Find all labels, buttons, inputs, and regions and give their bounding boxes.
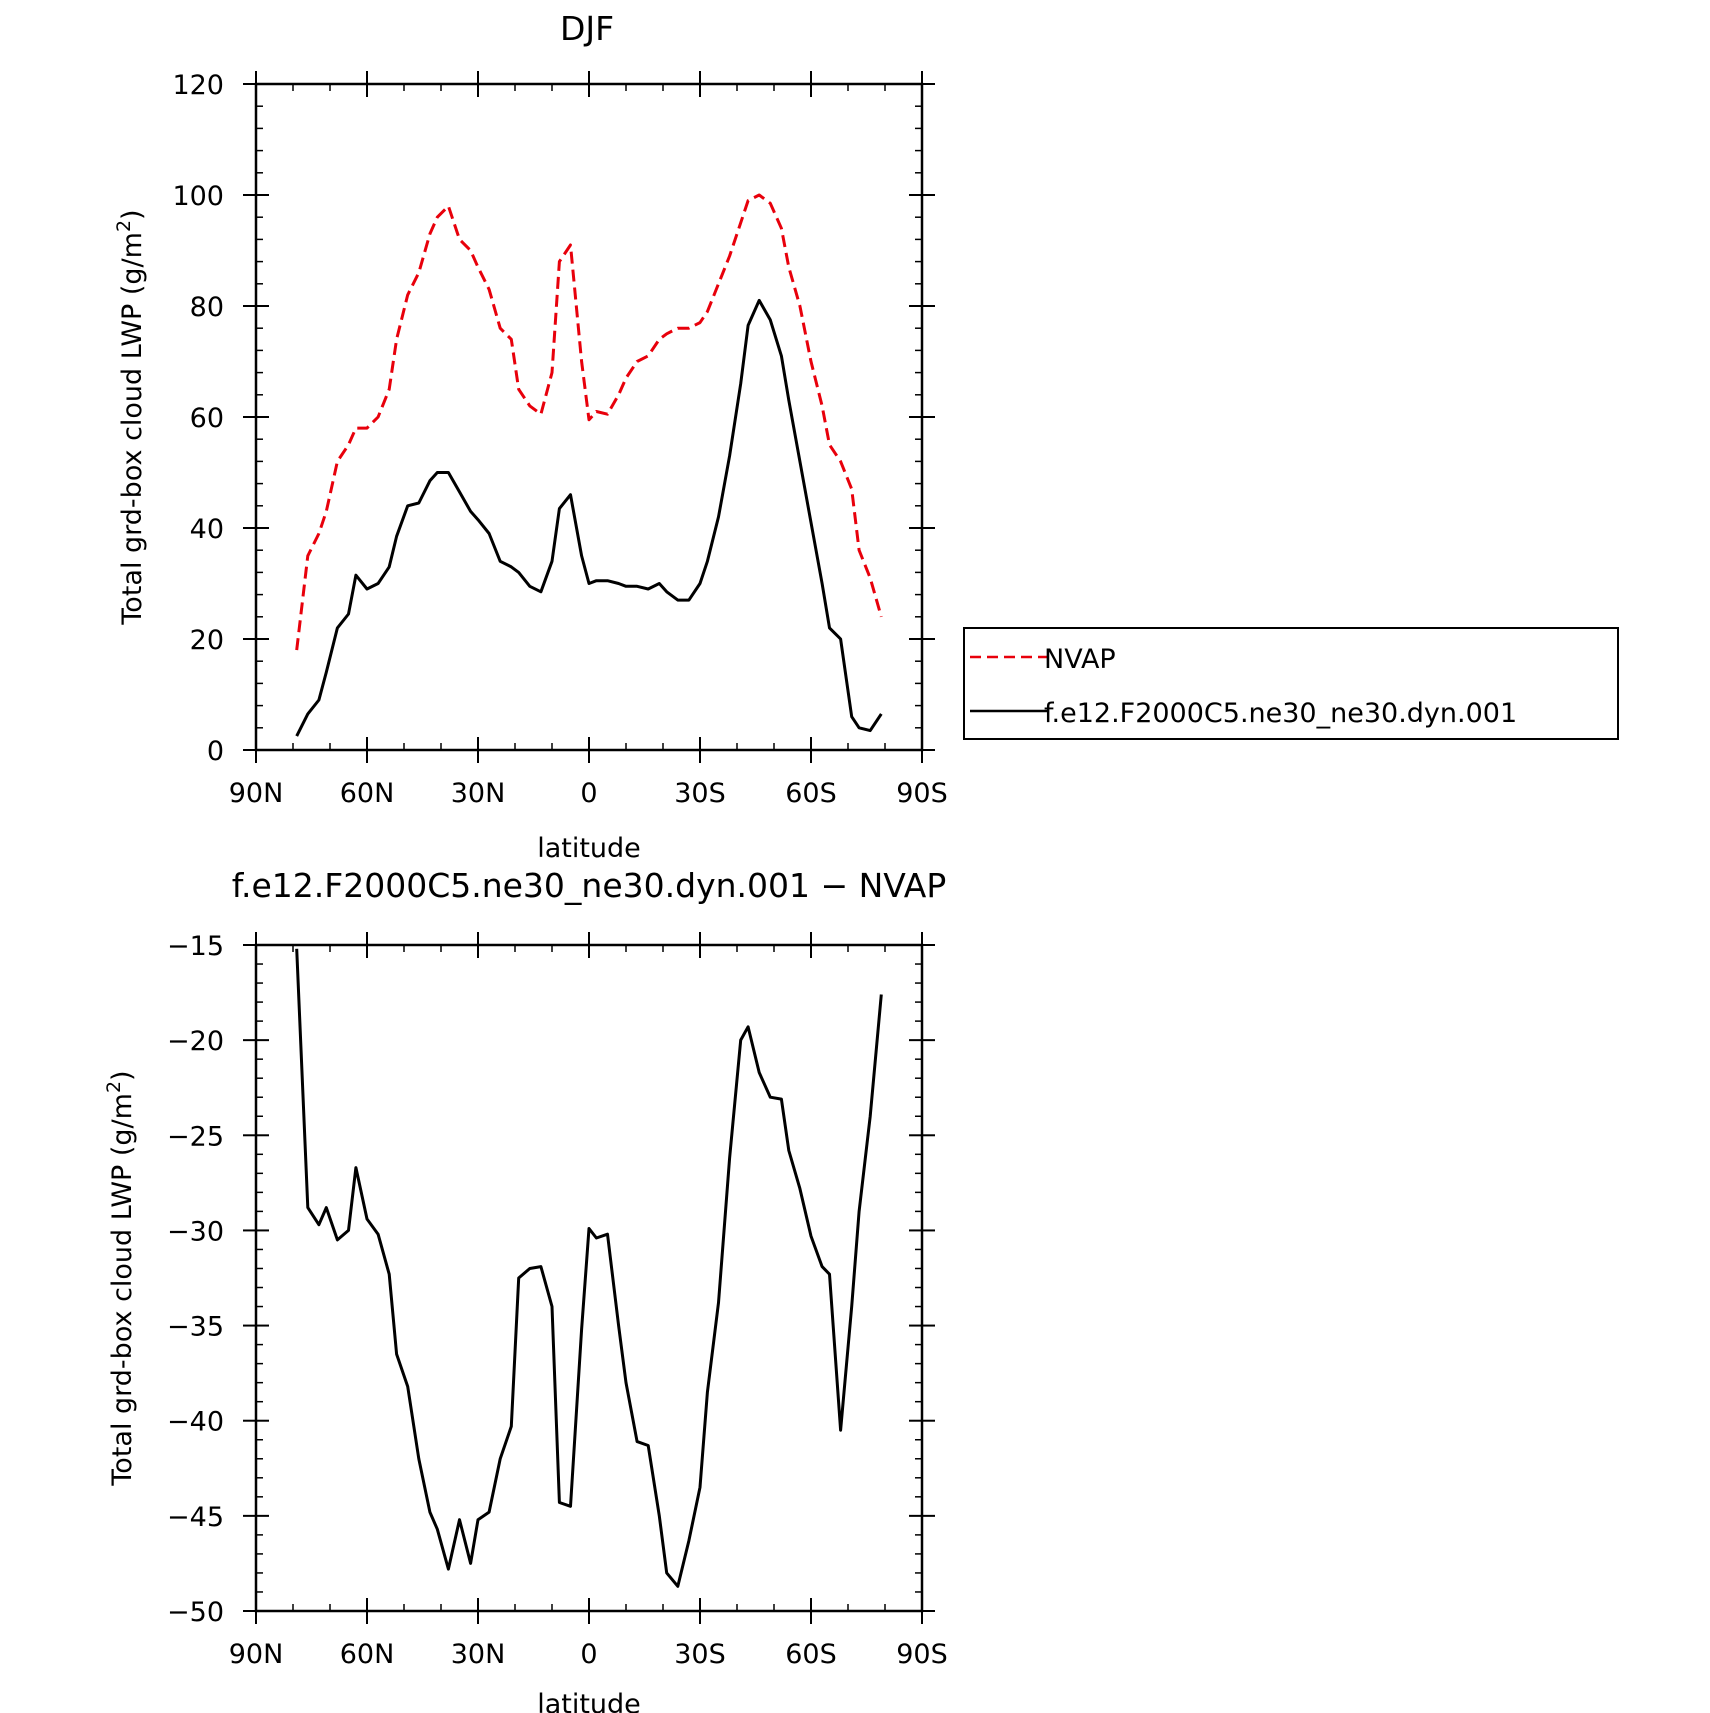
top-y-tick-label: 40 bbox=[190, 514, 224, 545]
top-plot-title: DJF bbox=[560, 9, 614, 48]
bottom-x-tick-label: 60N bbox=[340, 1639, 395, 1670]
bottom-y-tick-label: −25 bbox=[167, 1121, 224, 1152]
top-x-tick-label: 90S bbox=[896, 778, 948, 809]
top-y-axis-title-superscript: 2 bbox=[113, 220, 135, 232]
bottom-x-tick-label: 30N bbox=[451, 1639, 506, 1670]
top-x-tick-label: 0 bbox=[580, 778, 597, 809]
bottom-series-lines bbox=[295, 948, 883, 1588]
bottom-y-axis-title-main: Total grd-box cloud LWP (g/m bbox=[107, 1093, 138, 1487]
djf-line-plot: DJF 90N 60N 30N 0 30S 60S 90S 0 20 40 60 80 100 120 l… bbox=[113, 9, 948, 864]
difference-line-plot: f.e12.F2000C5.ne30_ne30.dyn.001 − NVAP 9… bbox=[103, 866, 948, 1713]
legend: NVAP f.e12.F2000C5.ne30_ne30.dyn.001 bbox=[963, 627, 1619, 740]
top-x-tick-label: 30S bbox=[674, 778, 726, 809]
top-y-tick-label: 120 bbox=[172, 70, 224, 101]
top-x-tick-label: 60S bbox=[785, 778, 837, 809]
bottom-x-tick-label: 30S bbox=[674, 1639, 726, 1670]
top-x-tick-label: 90N bbox=[229, 778, 284, 809]
bottom-y-tick-label: −45 bbox=[167, 1502, 224, 1533]
top-x-axis-title: latitude bbox=[537, 833, 641, 864]
top-y-tick-label: 100 bbox=[172, 181, 224, 212]
bottom-plot-frame bbox=[254, 943, 924, 1613]
bottom-plot-title: f.e12.F2000C5.ne30_ne30.dyn.001 − NVAP bbox=[232, 866, 947, 905]
bottom-x-tick-label: 0 bbox=[580, 1639, 597, 1670]
bottom-y-tick-label: −40 bbox=[167, 1407, 224, 1438]
bottom-y-tick-label: −50 bbox=[167, 1597, 224, 1628]
legend-model-label: f.e12.F2000C5.ne30_ne30.dyn.001 bbox=[1044, 698, 1517, 729]
bottom-y-axis-title: Total grd-box cloud LWP (g/m2) bbox=[103, 1070, 138, 1486]
bottom-y-tick-label: −20 bbox=[167, 1026, 224, 1057]
top-series-line-0 bbox=[295, 193, 883, 651]
top-y-tick-label: 20 bbox=[190, 625, 224, 656]
bottom-y-tick-label: −15 bbox=[167, 931, 224, 962]
legend-box bbox=[963, 627, 1619, 740]
top-y-axis-title: Total grd-box cloud LWP (g/m2) bbox=[113, 209, 148, 625]
bottom-x-tick-label: 90S bbox=[896, 1639, 948, 1670]
top-y-tick-label: 80 bbox=[190, 292, 224, 323]
top-series-line-1 bbox=[295, 298, 883, 737]
bottom-y-axis-title-superscript: 2 bbox=[103, 1081, 125, 1093]
top-y-tick-label: 0 bbox=[207, 736, 224, 767]
top-y-axis-title-close: ) bbox=[117, 209, 148, 220]
top-y-tick-label: 60 bbox=[190, 403, 224, 434]
top-x-tick-label: 30N bbox=[451, 778, 506, 809]
top-series-lines bbox=[295, 193, 883, 737]
bottom-x-tick-label: 60S bbox=[785, 1639, 837, 1670]
bottom-axis-ticks: 90N 60N 30N 0 30S 60S 90S −50 −45 −40 −35 −30 −25 −20… bbox=[167, 931, 948, 1670]
bottom-y-axis-title-close: ) bbox=[107, 1070, 138, 1081]
top-axis-ticks: 90N 60N 30N 0 30S 60S 90S 0 20 40 60 80 100 120 bbox=[172, 70, 947, 809]
bottom-x-axis-title: latitude bbox=[537, 1689, 641, 1713]
bottom-y-tick-label: −35 bbox=[167, 1312, 224, 1343]
bottom-y-tick-label: −30 bbox=[167, 1216, 224, 1247]
legend-nvap-label: NVAP bbox=[1044, 644, 1116, 675]
bottom-series-line-0 bbox=[295, 948, 883, 1588]
top-x-tick-label: 60N bbox=[340, 778, 395, 809]
top-y-axis-title-main: Total grd-box cloud LWP (g/m bbox=[117, 232, 148, 626]
bottom-x-tick-label: 90N bbox=[229, 1639, 284, 1670]
